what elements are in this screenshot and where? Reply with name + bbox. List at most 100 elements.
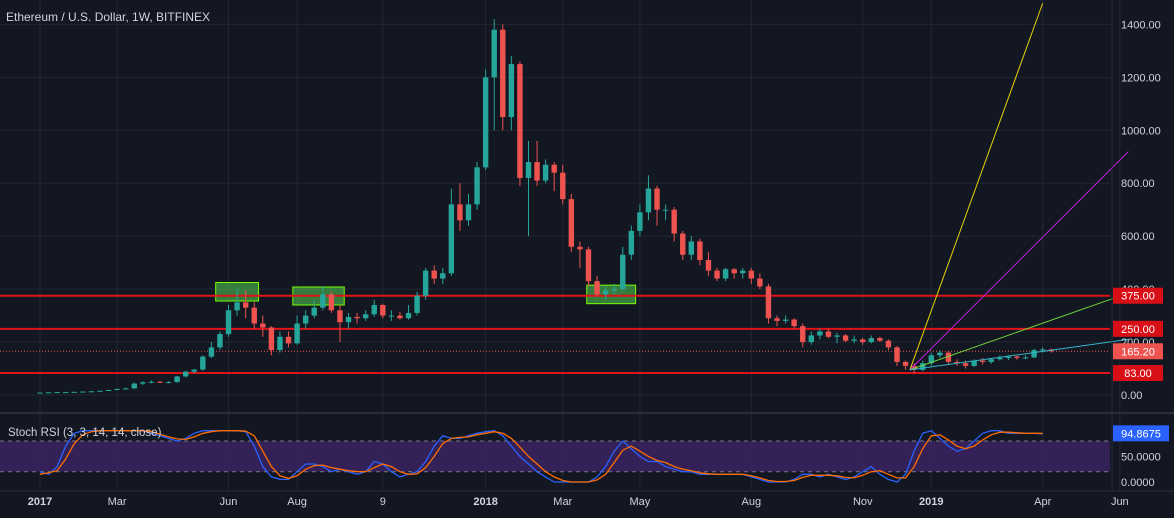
candle-body [988,359,994,362]
candle-body [380,305,386,316]
x-tick-label: 9 [380,496,386,508]
candle-body [688,241,695,255]
candle-body [294,323,300,344]
candle-body [645,188,652,213]
candle-body [620,254,626,290]
candle-body [123,388,129,390]
x-tick-label: Mar [108,496,127,508]
candle-body [37,392,43,394]
candle-body [465,204,472,221]
x-tick-label: 2019 [919,496,943,508]
current-price-label: 165.20 [1121,346,1155,358]
level-label-bg [1113,320,1163,337]
candle-body [731,269,737,274]
candle-body [585,249,592,282]
candle-body [337,310,343,323]
level-label-bg [1113,365,1163,382]
candle-body [491,29,497,78]
candle-body [954,361,960,364]
candle-body [191,369,197,372]
candle-body [722,269,729,279]
candle-body [774,318,780,321]
candle-body [320,294,326,308]
candle-body [1031,350,1037,358]
candle-body [894,347,900,362]
candle-body [517,64,523,178]
candle-body [902,361,909,366]
candle-body [234,302,240,311]
candle-body [114,388,120,390]
candle-body [654,188,660,210]
candle-body [877,338,883,341]
candle-body [577,246,583,250]
candle-body [662,209,669,211]
candle-body [868,338,874,343]
candle-body [594,281,600,295]
rsi-band [0,440,1110,472]
fan-line [909,338,1129,371]
candle-body [851,339,857,341]
candle-body [1022,357,1029,359]
candle-body [1005,356,1012,358]
fan-layer [909,3,1129,371]
candle-body [285,336,292,344]
current-price-label-bg [1113,343,1163,360]
candle-body [817,331,823,336]
candle-body [628,230,635,255]
candle-body [105,389,112,391]
candle-body [362,314,369,319]
level-label-bg [1113,287,1163,304]
candle-body [225,310,232,335]
candle-body [791,319,797,327]
candle-body [345,316,352,323]
candle-body [422,270,429,296]
candle-body [251,307,257,324]
candle-body [414,295,420,313]
candle-body [140,382,146,384]
x-tick-label: Mar [553,496,572,508]
candle-body [80,391,86,393]
candle-body [208,347,215,357]
candle-body [457,204,463,221]
candle-body [182,371,189,377]
candle-body [174,376,180,383]
level-label: 83.00 [1124,368,1152,380]
stoch-rsi-pane [0,429,1110,483]
candle-body [54,392,60,394]
x-tick-label: Nov [853,496,873,508]
y-tick-label: 600.00 [1121,231,1155,243]
rsi-tick-label: 50.0000 [1121,451,1161,463]
y-tick-label: 1000.00 [1121,125,1161,137]
candle-body [440,273,446,279]
candle-body [962,363,969,366]
candle-body [971,360,977,366]
candle-body [800,326,806,343]
candle-body [680,233,686,255]
candle-body [397,315,403,319]
candle-body [405,312,412,319]
candle-body [157,381,163,383]
candle-body [88,391,95,393]
x-tick-label: 2017 [28,496,52,508]
fan-line [909,151,1129,371]
candle-body [474,167,480,205]
candle-body [277,336,283,351]
candle-body [500,29,506,118]
fan-line [909,3,1044,371]
candle-body [388,315,395,317]
candle-body [757,278,763,287]
candle-body [534,162,540,181]
candles-layer [37,19,1054,394]
candle-body [542,164,549,181]
y-tick-label: 800.00 [1121,178,1155,190]
candle-body [63,392,69,394]
candle-body [928,355,934,364]
candle-body [997,357,1003,360]
x-tick-label: Aug [287,496,307,508]
candle-body [765,286,772,319]
candle-body [302,315,309,324]
candle-body [740,270,746,274]
